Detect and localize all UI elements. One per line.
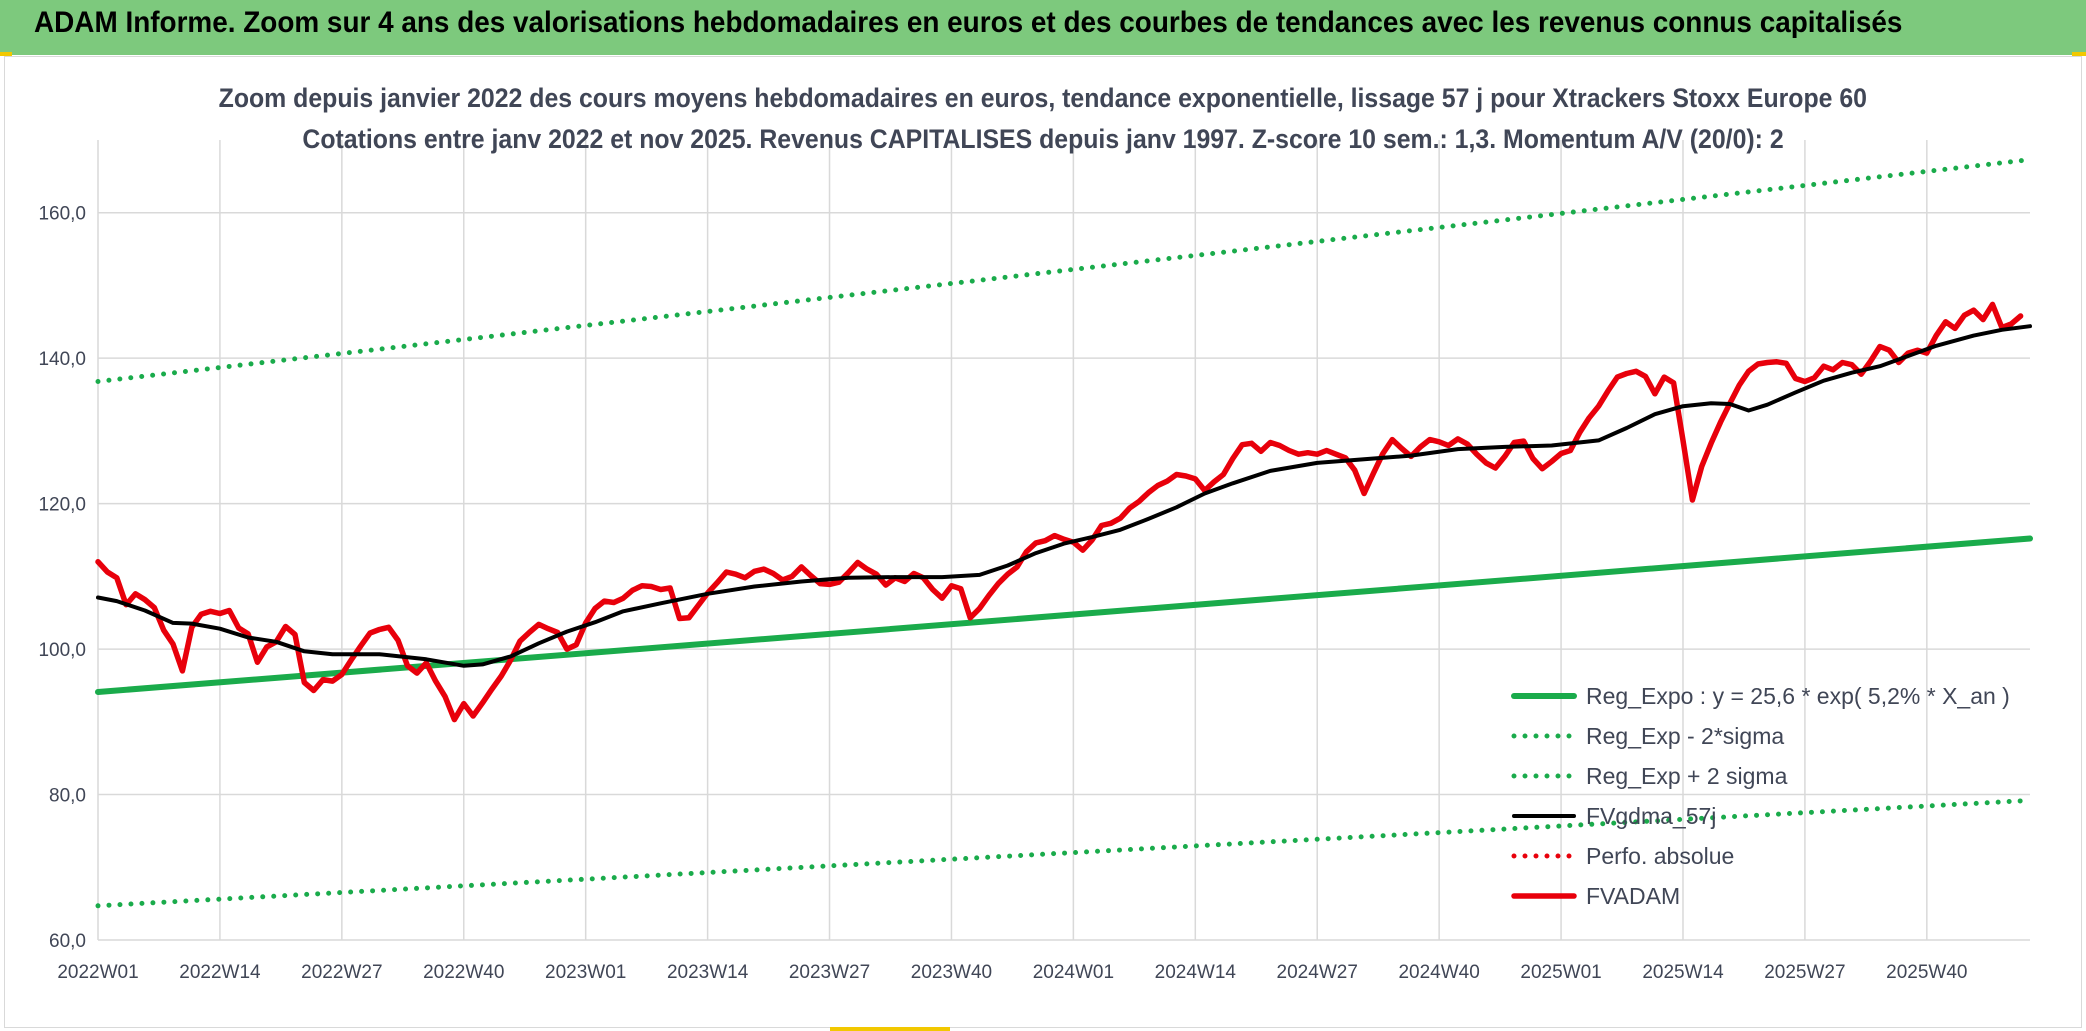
series-line-reg-exp-2-sigma	[95, 157, 2033, 384]
legend-item: Reg_Exp - 2*sigma	[1510, 716, 2010, 756]
legend-swatch	[1511, 893, 1577, 899]
series-line-fvgdma-57j	[96, 324, 2032, 668]
legend-item: Reg_Exp + 2 sigma	[1510, 756, 2010, 796]
gridlines	[97, 140, 2030, 941]
legend-item: FVgdma_57j	[1510, 796, 2010, 836]
x-tick-label: 2022W40	[423, 962, 504, 983]
x-tick-label: 2025W01	[1520, 962, 1601, 983]
legend-item: Perfo. absolue	[1510, 836, 2010, 876]
report-header: ADAM Informe. Zoom sur 4 ans des valoris…	[0, 0, 2086, 55]
x-tick-label: 2023W40	[911, 962, 992, 983]
legend-label: Perfo. absolue	[1586, 842, 1735, 869]
report-title: ADAM Informe. Zoom sur 4 ans des valoris…	[34, 6, 1903, 39]
frame-mark-bottom	[830, 1027, 950, 1031]
y-axis-ticks: 60,0 80,0 100,0 120,0 140,0 160,0	[38, 204, 86, 952]
x-tick-label: 2023W27	[789, 962, 870, 983]
y-tick-label: 120,0	[38, 495, 86, 516]
legend-item: FVADAM	[1510, 876, 2010, 916]
legend-label: FVgdma_57j	[1586, 802, 1717, 829]
series-line-fvadam	[95, 301, 2024, 723]
legend-swatch	[1511, 733, 1577, 739]
legend-swatch	[1512, 814, 1576, 818]
x-tick-label: 2022W27	[301, 962, 382, 983]
frame-corner-top-right	[2072, 52, 2086, 56]
series-line-reg-expo-y-25-6-exp-5-2-x-an	[95, 535, 2033, 695]
chart-legend: Reg_Expo : y = 25,6 * exp( 5,2% * X_an )…	[1510, 676, 2010, 916]
legend-label: Reg_Exp - 2*sigma	[1586, 722, 1785, 749]
legend-label: Reg_Exp + 2 sigma	[1586, 762, 1788, 789]
x-tick-label: 2024W01	[1033, 962, 1114, 983]
x-tick-label: 2025W27	[1764, 962, 1845, 983]
x-tick-label: 2024W40	[1398, 962, 1479, 983]
y-tick-label: 60,0	[49, 931, 86, 952]
x-tick-label: 2023W14	[667, 962, 749, 983]
legend-label: FVADAM	[1586, 882, 1681, 909]
legend-item: Reg_Expo : y = 25,6 * exp( 5,2% * X_an )	[1510, 676, 2010, 716]
frame-corner-top-left	[0, 52, 12, 56]
x-axis-ticks: 2022W01 2022W14 2022W27 2022W40 2023W01 2023W…	[57, 962, 1967, 983]
series-line-reg-exp-2-sigma	[95, 797, 2033, 909]
y-tick-label: 140,0	[38, 349, 86, 370]
y-tick-label: 100,0	[38, 640, 86, 661]
x-tick-label: 2024W27	[1277, 962, 1358, 983]
x-tick-label: 2022W01	[57, 962, 138, 983]
series-layer	[95, 157, 2033, 909]
legend-swatch	[1511, 693, 1577, 699]
x-tick-label: 2022W14	[179, 962, 261, 983]
y-tick-label: 80,0	[49, 786, 86, 807]
chart-subtitle: Cotations entre janv 2022 et nov 2025. R…	[302, 124, 1784, 154]
x-tick-label: 2025W14	[1642, 962, 1724, 983]
x-tick-label: 2023W01	[545, 962, 626, 983]
legend-label: Reg_Expo : y = 25,6 * exp( 5,2% * X_an )	[1586, 682, 2010, 709]
legend-swatch	[1511, 773, 1577, 779]
y-tick-label: 160,0	[38, 204, 86, 225]
chart-title: Zoom depuis janvier 2022 des cours moyen…	[218, 83, 1868, 113]
legend-swatch	[1511, 853, 1577, 859]
x-tick-label: 2025W40	[1886, 962, 1967, 983]
x-tick-label: 2024W14	[1155, 962, 1237, 983]
